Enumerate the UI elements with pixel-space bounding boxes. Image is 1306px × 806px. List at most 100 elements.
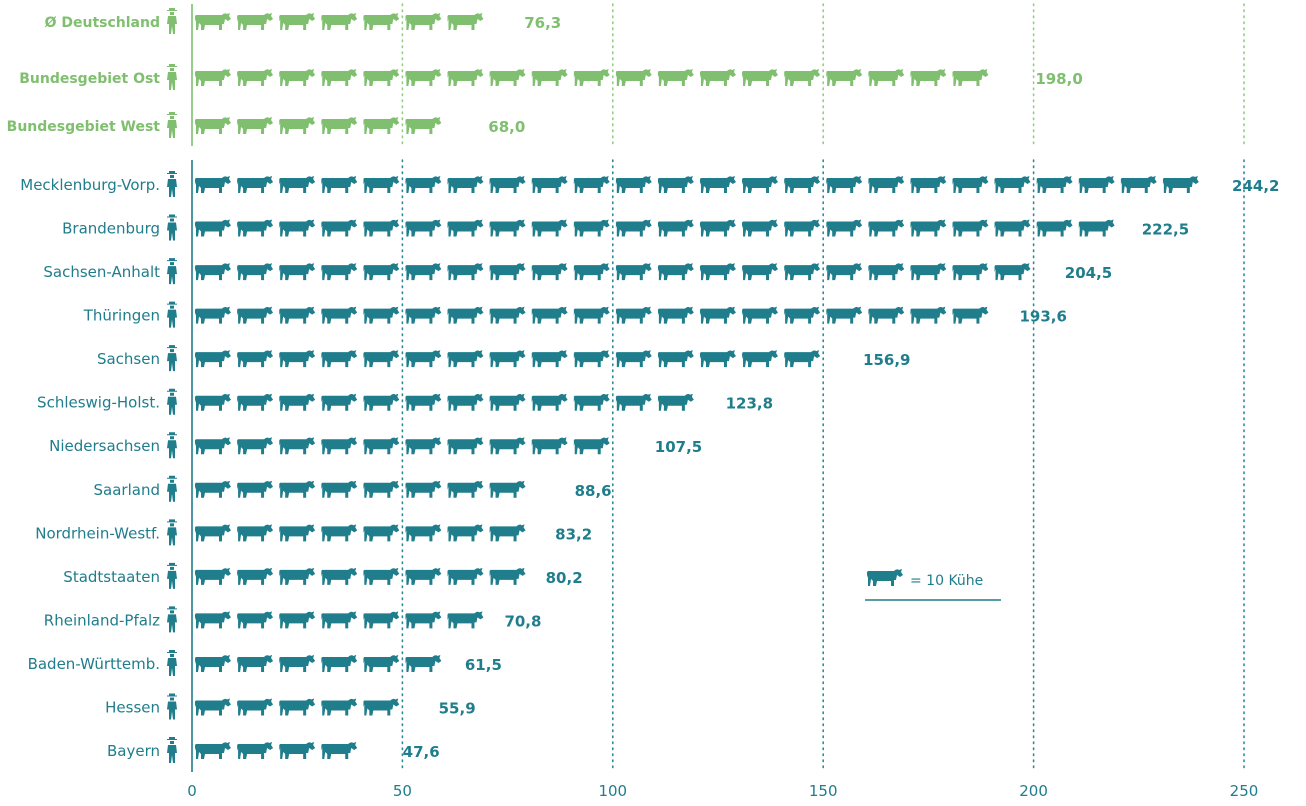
cow-icon — [321, 742, 358, 760]
farmer-icon — [167, 301, 177, 328]
cow-icon — [195, 654, 231, 672]
category-label: Stadtstaaten — [63, 568, 160, 586]
cow-icon — [573, 393, 610, 411]
cow-icon — [489, 480, 526, 498]
value-label: 156,9 — [863, 351, 910, 369]
cow-icon — [447, 13, 484, 30]
cow-icon — [195, 567, 231, 585]
cow-icon — [279, 654, 316, 672]
state-row: Saarland 88,6 — [94, 475, 612, 502]
cow-icon — [195, 524, 231, 542]
cow-icon — [784, 306, 821, 324]
farmer-icon — [167, 388, 177, 415]
category-label: Hessen — [105, 698, 160, 716]
partial-cow-icon — [826, 350, 852, 368]
category-label: Thüringen — [83, 307, 160, 325]
category-label: Ø Deutschland — [45, 15, 160, 31]
cow-icon — [405, 117, 442, 134]
cow-icon — [195, 698, 231, 716]
cow-icon — [363, 219, 400, 237]
cow-icon — [405, 263, 442, 281]
cow-icon — [195, 69, 231, 86]
farmer-icon — [167, 171, 177, 197]
cow-icon — [657, 350, 694, 368]
value-label: 80,2 — [546, 569, 583, 587]
cow-icon — [615, 69, 652, 86]
value-label: 107,5 — [655, 438, 702, 456]
cow-icon — [699, 176, 736, 193]
cow-icon — [321, 524, 358, 542]
cow-icon — [321, 306, 358, 324]
cow-icon — [321, 611, 358, 629]
cow-icon — [489, 437, 526, 455]
cow-icon — [868, 263, 905, 281]
cow-icon — [321, 393, 358, 411]
cow-icon — [1036, 219, 1073, 237]
category-label: Niedersachsen — [49, 437, 160, 455]
farmer-icon — [167, 214, 177, 241]
cow-icon — [447, 69, 484, 86]
cow-icon — [279, 393, 316, 411]
cow-icon — [447, 480, 484, 498]
farmer-icon — [167, 475, 177, 502]
state-row: Nordrhein-Westf. 83,2 — [35, 519, 592, 546]
state-row: Rheinland-Pfalz 70,8 — [44, 606, 541, 633]
cow-icon — [363, 263, 400, 281]
cow-icon — [615, 350, 652, 368]
cow-icon — [657, 263, 694, 281]
cow-icon — [195, 13, 231, 30]
cow-icon — [321, 698, 358, 716]
cow-icon — [657, 176, 694, 193]
cow-icon — [321, 176, 358, 193]
cow-icon — [1120, 176, 1157, 193]
partial-cow-icon — [363, 742, 391, 760]
cow-icon — [489, 524, 526, 542]
value-label: 61,5 — [465, 656, 502, 674]
cow-icon — [237, 219, 274, 237]
value-label: 123,8 — [726, 395, 773, 413]
cow-icon — [405, 611, 442, 629]
cow-icon — [363, 654, 400, 672]
cow-icon — [489, 176, 526, 193]
cow-icon — [237, 437, 274, 455]
category-label: Schleswig-Holst. — [37, 394, 160, 412]
cow-icon — [531, 69, 568, 86]
cow-icon — [742, 263, 779, 281]
cow-icon — [784, 263, 821, 281]
category-label: Bundesgebiet Ost — [19, 71, 160, 87]
category-label: Brandenburg — [62, 220, 160, 238]
cow-icon — [994, 219, 1031, 237]
farmer-icon — [167, 737, 177, 764]
cow-icon — [237, 742, 274, 760]
cow-icon — [363, 393, 400, 411]
cow-icon — [742, 219, 779, 237]
cow-icon — [279, 306, 316, 324]
cow-icon — [994, 176, 1031, 193]
cow-icon — [321, 69, 358, 86]
cow-icon — [279, 117, 316, 134]
cow-icon — [447, 350, 484, 368]
state-row: Sachsen 156,9 — [97, 345, 910, 372]
cow-icon — [699, 306, 736, 324]
category-label: Sachsen — [97, 350, 160, 368]
state-row: Sachsen-Anhalt 204,5 — [43, 258, 1112, 285]
cow-icon — [742, 69, 779, 86]
cow-icon — [742, 306, 779, 324]
x-tick-label: 250 — [1230, 782, 1259, 800]
cow-icon — [489, 350, 526, 368]
cow-icon — [1078, 176, 1115, 193]
value-label: 70,8 — [504, 612, 541, 630]
cow-icon — [195, 219, 231, 237]
cow-icon — [657, 393, 694, 411]
value-label: 83,2 — [555, 525, 592, 543]
cow-icon — [237, 611, 274, 629]
state-row: Schleswig-Holst. 123,8 — [37, 388, 773, 415]
cow-icon — [784, 219, 821, 237]
legend-cow-icon — [867, 569, 903, 586]
cow-icon — [195, 742, 231, 760]
cow-icon — [952, 69, 989, 86]
state-row: Niedersachsen 107,5 — [49, 432, 702, 459]
cow-icon — [952, 263, 989, 281]
x-tick-label: 100 — [598, 782, 627, 800]
